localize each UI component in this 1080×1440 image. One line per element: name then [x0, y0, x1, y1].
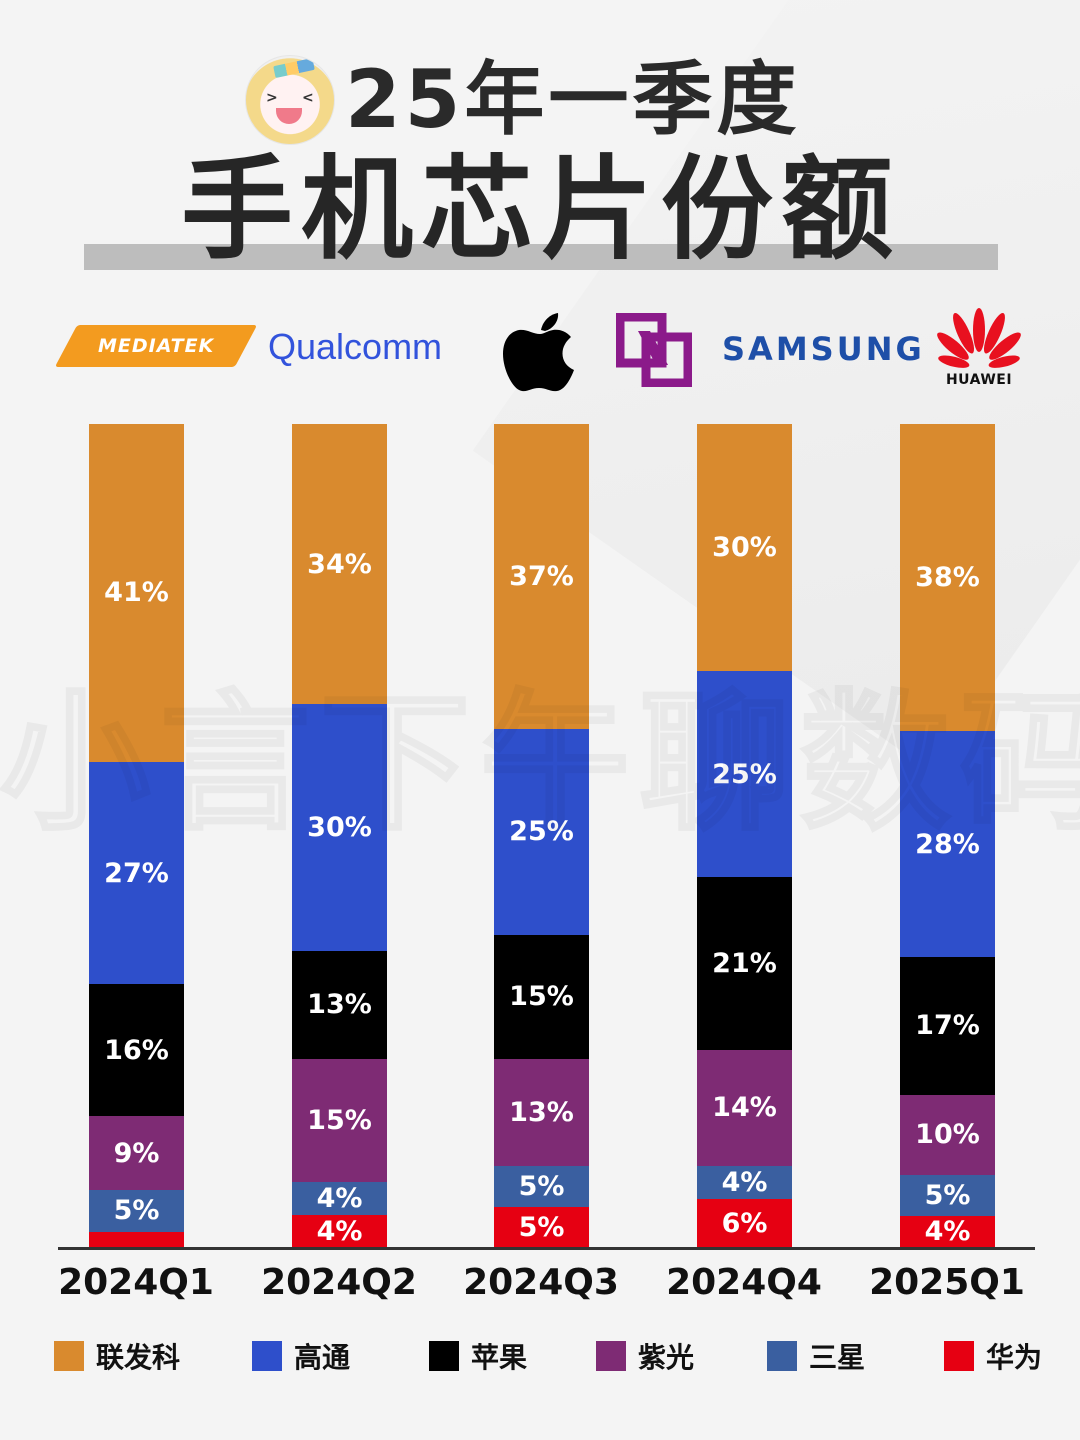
bar-segment: 28% [900, 731, 995, 958]
legend-label: 联发科 [96, 1341, 181, 1374]
bar-segment: 27% [89, 761, 184, 985]
title-line-1: 25年一季度 [345, 53, 801, 146]
legend-item: 三星 [767, 1338, 865, 1374]
bar-segment: 13% [494, 1058, 589, 1166]
legend-label: 紫光 [638, 1341, 695, 1374]
title-line-2: 手机芯片份额 [181, 145, 901, 275]
legend-swatch [54, 1341, 84, 1371]
legend-item: 苹果 [429, 1338, 527, 1374]
bar-segment: 5% [900, 1175, 995, 1216]
bar-segment: 21% [697, 877, 792, 1051]
legend-item: 华为 [944, 1338, 1042, 1374]
chart-legend: 联发科 高通 苹果 紫光 三星 华为 [0, 1338, 1080, 1374]
bar-segment: 5% [494, 1206, 589, 1248]
bar-segment: 10% [900, 1094, 995, 1176]
bar-2024Q2: 4% 4% 15% 13% 30% 34% [292, 424, 387, 1248]
bar-segment: 4% [697, 1165, 792, 1199]
legend-swatch [252, 1341, 282, 1371]
legend-swatch [767, 1341, 797, 1371]
bar-2024Q1: 5% 9% 16% 27% 41% [89, 424, 184, 1248]
bar-segment: 14% [697, 1050, 792, 1166]
bar-segment: 4% [900, 1215, 995, 1248]
legend-item: 联发科 [54, 1338, 180, 1374]
huawei-logo-text: HUAWEI [945, 372, 1013, 388]
x-tick-label: 2025Q1 [869, 1262, 1025, 1303]
legend-label: 三星 [809, 1341, 866, 1374]
bar-segment: 34% [292, 424, 387, 705]
bar-segment: 38% [900, 424, 995, 731]
stacked-bar-chart: 5% 9% 16% 27% 41% 4% 4% 15% 13% 30% 34% 5% 5% 13% 15% 2… [0, 424, 1080, 1248]
bar-segment: 15% [494, 934, 589, 1059]
bar-segment: 5% [494, 1165, 589, 1207]
legend-label: 华为 [986, 1341, 1043, 1374]
bar-2024Q3: 5% 5% 13% 15% 25% 37% [494, 424, 589, 1248]
bar-segment: 25% [697, 671, 792, 878]
mediatek-logo-text: MEDIATEK [97, 335, 215, 357]
bar-segment: 13% [292, 951, 387, 1059]
huawei-logo: HUAWEI [934, 303, 1024, 393]
mediatek-logo: MEDIATEK [54, 325, 258, 367]
bar-segment: 37% [494, 424, 589, 729]
legend-swatch [944, 1341, 974, 1371]
title-line-2-block: 手机芯片份额 [84, 150, 998, 270]
bar-segment: 4% [292, 1182, 387, 1216]
bar-segment: 41% [89, 424, 184, 762]
bar-segment: 25% [494, 728, 589, 935]
x-axis-labels: 2024Q1 2024Q2 2024Q3 2024Q4 2025Q1 [0, 1255, 1080, 1315]
bar-2024Q4: 6% 4% 14% 21% 25% 30% [697, 424, 792, 1248]
legend-swatch [429, 1341, 459, 1371]
bar-segment: 30% [292, 704, 387, 952]
legend-item: 紫光 [596, 1338, 694, 1374]
x-tick-label: 2024Q1 [58, 1262, 214, 1303]
bar-segment: 17% [900, 957, 995, 1095]
unisoc-logo-icon [616, 313, 692, 387]
bar-segment: 9% [89, 1116, 184, 1191]
legend-item: 高通 [252, 1338, 350, 1374]
bar-segment: 6% [697, 1198, 792, 1248]
legend-label: 高通 [294, 1341, 351, 1374]
bar-2025Q1: 4% 5% 10% 17% 28% 38% [900, 424, 995, 1248]
qualcomm-logo: Qualcomm [268, 326, 443, 367]
legend-swatch [596, 1341, 626, 1371]
x-tick-label: 2024Q2 [261, 1262, 417, 1303]
legend-label: 苹果 [471, 1341, 528, 1374]
title-row: > < 25年一季度 [245, 55, 800, 145]
anime-avatar-icon: > < [245, 55, 335, 145]
x-axis-line [58, 1247, 1035, 1250]
bar-segment [89, 1231, 184, 1248]
bar-segment: 16% [89, 984, 184, 1117]
bar-segment: 30% [697, 424, 792, 672]
bar-segment: 4% [292, 1215, 387, 1248]
huawei-petals-icon [937, 308, 1021, 368]
apple-logo-icon [500, 312, 580, 392]
title-underline-bar [84, 244, 998, 270]
bar-segment: 15% [292, 1058, 387, 1183]
x-tick-label: 2024Q4 [666, 1262, 822, 1303]
bar-segment: 5% [89, 1190, 184, 1232]
x-tick-label: 2024Q3 [463, 1262, 619, 1303]
brand-logos: MEDIATEK Qualcomm SAMSUNG HUAWEI [0, 300, 1080, 400]
samsung-logo: SAMSUNG [722, 330, 925, 368]
